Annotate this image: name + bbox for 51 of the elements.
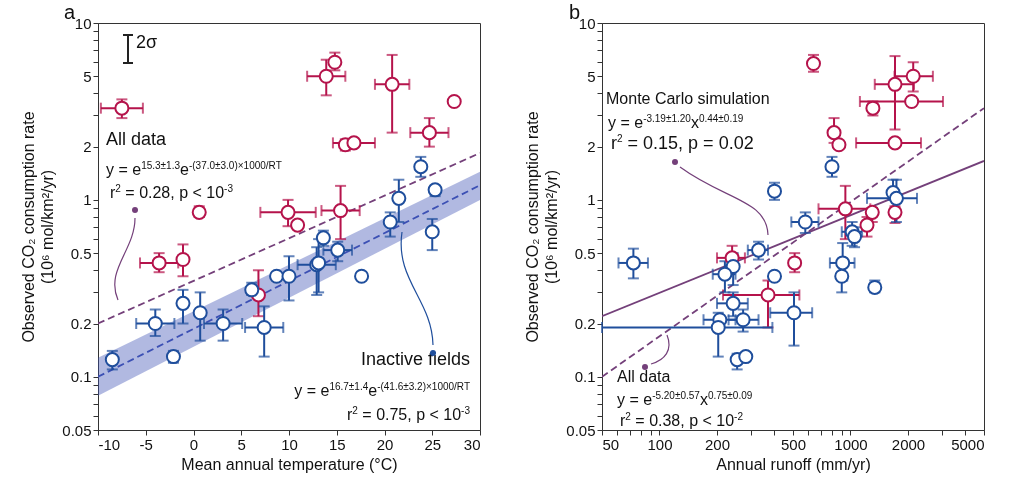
y-tick-label: 0.1	[70, 368, 92, 386]
x-axis-title: Annual runoff (mm/yr)	[716, 455, 871, 473]
x-tick-label: 100	[647, 435, 673, 453]
y-axis-title: Observed CO₂ consumption rate (10⁶ mol/km²/yr)	[524, 111, 561, 343]
y-tick-label: 0.1	[574, 368, 596, 386]
x-tick-label: 25	[424, 435, 442, 453]
y-tick-label: 0.2	[70, 315, 92, 333]
annotation: r$^{2}$ = 0.75, p < 10$^{-3}$	[347, 405, 470, 424]
y-tick-label: 10	[578, 14, 596, 32]
x-tick-label: -5	[139, 435, 153, 453]
x-tick-label: 0	[189, 435, 199, 453]
annotation: y = e$^{-5.20±0.57}$x$^{0.75±0.09}$	[617, 390, 753, 409]
y-tick-label: 0.05	[566, 421, 596, 439]
x-tick-label: 2000	[891, 435, 926, 453]
annotation: y = e$^{-3.19±1.20}$x$^{0.44±0.19}$	[608, 113, 744, 132]
annotation: Monte Carlo simulation	[606, 90, 770, 108]
y-tick-label: 0.5	[574, 244, 596, 262]
x-tick-label: 200	[704, 435, 731, 453]
annotation: All data	[617, 368, 671, 386]
y-tick-label: 5	[83, 67, 92, 85]
annotation: r$^{2}$ = 0.38, p < 10$^{-2}$	[620, 411, 743, 430]
x-tick-label: 5000	[951, 435, 985, 453]
annotation: y = e$^{16.7±1.4}$e$^{-(41.6±3.2)×1000/RT}$	[294, 381, 470, 400]
chart-title: a	[64, 1, 76, 23]
x-tick-label: 1000	[834, 435, 868, 453]
annotation: Inactive fields	[360, 349, 470, 370]
x-tick-label: 50	[602, 435, 620, 453]
x-tick-label: 20	[376, 435, 394, 453]
annotation: r$^{2}$ = 0.15, p = 0.02	[611, 133, 754, 154]
x-tick-label: 30	[463, 435, 481, 453]
y-tick-label: 0.5	[70, 244, 92, 262]
y-tick-label: 0.05	[62, 421, 92, 439]
y-tick-label: 0.2	[574, 315, 596, 333]
x-tick-label: 5	[237, 435, 246, 453]
x-tick-label: 10	[281, 435, 298, 453]
chart-title: b	[569, 1, 581, 23]
x-tick-label: 500	[780, 435, 807, 453]
x-axis-title: Mean annual temperature (°C)	[181, 455, 398, 473]
y-tick-label: 2	[587, 138, 596, 156]
y-tick-label: 1	[587, 191, 596, 209]
y-tick-label: 5	[587, 67, 596, 85]
annotation: y = e$^{15.3±1.3}$e$^{-(37.0±3.0)×1000/RT}$	[106, 160, 282, 179]
annotation: All data	[106, 129, 167, 150]
y-tick-label: 10	[74, 14, 92, 32]
y-tick-label: 2	[83, 138, 92, 156]
annotation: 2σ	[136, 32, 158, 53]
x-tick-label: -10	[98, 435, 121, 453]
annotation: r$^{2}$ = 0.28, p < 10$^{-3}$	[110, 183, 233, 202]
x-tick-label: 15	[328, 435, 346, 453]
y-axis-title: Observed CO₂ consumption rate (10⁶ mol/km²/yr)	[20, 111, 57, 343]
y-tick-label: 1	[83, 191, 92, 209]
